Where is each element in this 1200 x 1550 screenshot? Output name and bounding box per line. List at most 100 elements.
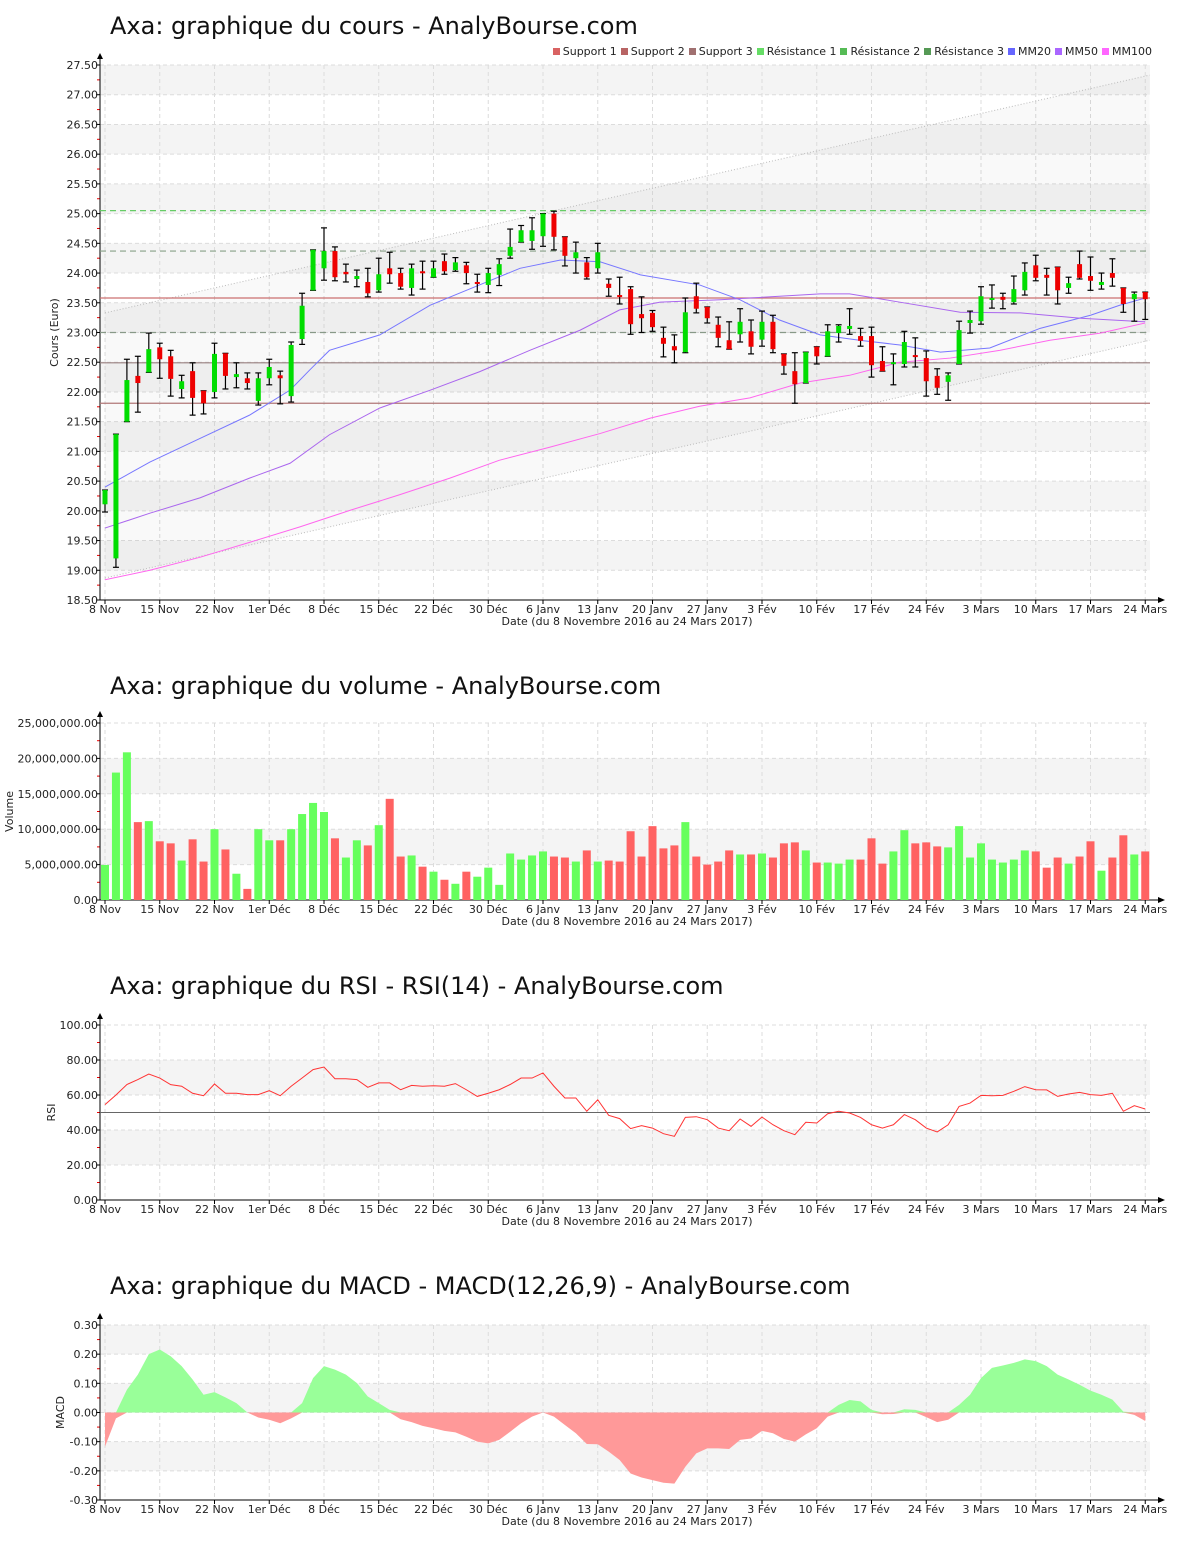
volume-bar (889, 851, 898, 900)
volume-bar (549, 856, 558, 900)
candle (682, 297, 689, 354)
candle (321, 227, 327, 281)
x-tick-label: 24 Mars (1123, 903, 1167, 916)
volume-bar (473, 876, 482, 900)
candle (518, 224, 525, 243)
volume-bar (210, 829, 219, 900)
x-tick-label: 6 Janv (526, 1503, 560, 1516)
x-tick-label: 22 Nov (195, 1503, 234, 1516)
x-tick-label: 3 Fév (747, 1503, 777, 1516)
y-tick-label: 20,000,000.00 (18, 752, 98, 765)
candle (572, 241, 579, 274)
candle-body (1131, 293, 1137, 300)
volume-bar (287, 829, 296, 900)
candle (178, 374, 185, 399)
candle (134, 355, 141, 413)
candle (222, 352, 229, 390)
legend-swatch (688, 48, 696, 55)
candle (266, 358, 273, 386)
volume-bar (462, 871, 471, 900)
legend-item: Résistance 2 (840, 45, 920, 58)
x-tick-label: 15 Nov (140, 603, 179, 616)
candle (1010, 275, 1017, 305)
candle-body (255, 378, 261, 401)
candle-body (431, 268, 436, 278)
x-tick-label: 20 Janv (632, 603, 673, 616)
volume-bar (922, 842, 931, 900)
x-tick-label: 27 Janv (687, 603, 728, 616)
x-axis-arrow (1158, 897, 1165, 903)
volume-bar (385, 798, 394, 900)
volume-bar (1097, 870, 1106, 900)
x-axis-arrow (1158, 1197, 1165, 1203)
x-tick-label: 1er Déc (248, 1503, 291, 1516)
volume-bar (626, 831, 635, 900)
volume-bar (221, 849, 230, 900)
volume-bar (1009, 859, 1018, 900)
volume-bar (133, 822, 142, 900)
x-tick-label: 8 Déc (308, 1203, 340, 1216)
candle (868, 326, 875, 378)
y-tick-label: 0.10 (74, 1377, 99, 1390)
candle (342, 263, 349, 283)
candle (255, 372, 262, 406)
background-band (100, 1130, 1150, 1165)
x-tick-label: 22 Nov (195, 903, 234, 916)
volume-bar (363, 845, 372, 900)
x-tick-label: 30 Déc (469, 903, 508, 916)
candle (561, 236, 568, 267)
x-tick-label: 20 Janv (632, 1503, 673, 1516)
candle-body (945, 375, 951, 382)
candle-body (1077, 264, 1083, 278)
legend-swatch (620, 48, 628, 55)
candle-body (474, 281, 480, 284)
candle-body (1033, 265, 1039, 278)
candle-body (201, 390, 207, 404)
y-tick-label: 21.00 (67, 445, 99, 458)
candle (1032, 254, 1039, 282)
candle (638, 296, 645, 334)
candle-body (901, 342, 907, 365)
volume-bar (900, 830, 909, 900)
candle-body (879, 361, 885, 372)
legend-label: MM100 (1112, 45, 1152, 58)
y-tick-label: 5,000,000.00 (25, 859, 98, 872)
x-axis-title: Date (du 8 Novembre 2016 au 24 Mars 2017… (502, 615, 753, 628)
candle-body (343, 271, 349, 275)
candle (912, 337, 919, 368)
candle-body (967, 320, 973, 323)
x-tick-label: 13 Janv (577, 1503, 618, 1516)
candle (835, 324, 842, 343)
candle-body (573, 252, 579, 259)
x-tick-label: 10 Mars (1014, 903, 1058, 916)
volume-chart: 0.00 5,000,000.00 10,000,000.00 15,000,000.… (3, 711, 1168, 928)
x-tick-label: 24 Fév (908, 1503, 945, 1516)
candle-body (989, 298, 995, 301)
mm100-line (104, 322, 1146, 581)
x-tick-label: 22 Déc (414, 1503, 453, 1516)
x-tick-label: 24 Mars (1123, 603, 1167, 616)
candle (419, 260, 426, 290)
volume-bar (1108, 857, 1117, 900)
volume-bar (1031, 851, 1040, 900)
legend-swatch (1102, 48, 1110, 55)
candle-body (551, 213, 557, 237)
volume-bar (517, 859, 526, 900)
candle-body (836, 325, 842, 334)
volume-bar (1020, 850, 1029, 900)
candle (529, 217, 536, 250)
x-tick-label: 17 Mars (1069, 1203, 1113, 1216)
candle-body (825, 331, 831, 357)
candle-body (628, 289, 634, 325)
y-tick-label: 0.00 (74, 1407, 99, 1420)
candle (879, 346, 886, 372)
candle-body (726, 340, 732, 350)
volume-bar (101, 864, 109, 900)
volume-bar (144, 821, 153, 900)
x-tick-label: 6 Janv (526, 903, 560, 916)
x-tick-label: 27 Janv (687, 1503, 728, 1516)
y-tick-label: 10,000,000.00 (18, 823, 98, 836)
volume-bar (758, 853, 766, 900)
legend-item: Support 3 (688, 45, 753, 58)
candle (824, 324, 831, 357)
